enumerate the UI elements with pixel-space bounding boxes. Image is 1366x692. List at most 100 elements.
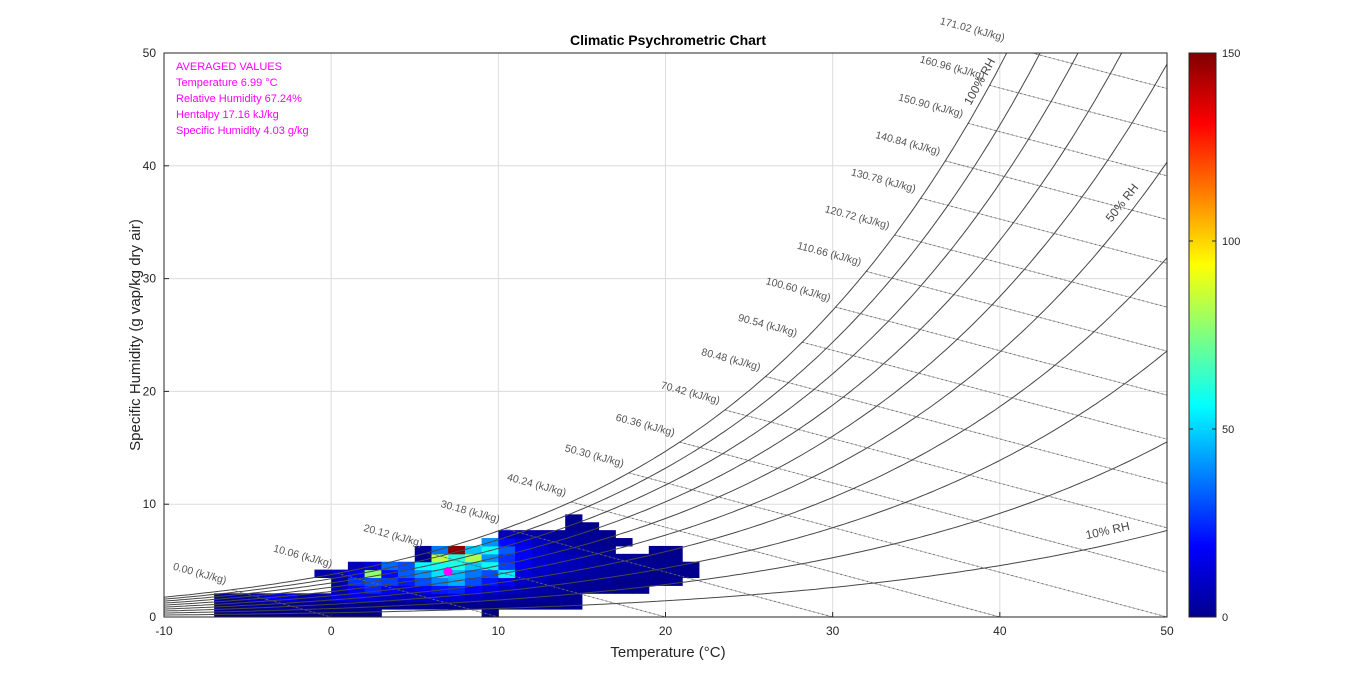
heatmap-cell <box>498 538 516 547</box>
heatmap-cell <box>481 593 499 602</box>
y-tick-label: 30 <box>143 272 157 286</box>
heatmap-cell <box>531 601 549 610</box>
heatmap-cell <box>515 585 533 594</box>
heatmap-cell <box>464 593 483 602</box>
heatmap-cell <box>364 609 382 617</box>
annotation-temperature: Temperature 6.99 °C <box>176 77 278 89</box>
heatmap-cell <box>314 569 332 579</box>
heatmap-cell <box>531 561 549 571</box>
heatmap-cell <box>632 569 650 579</box>
heatmap-cell <box>581 522 600 531</box>
heatmap-cell <box>448 593 466 602</box>
annotation-specific-humidity: Specific Humidity 4.03 g/kg <box>176 125 309 137</box>
heatmap-cell <box>565 569 583 579</box>
heatmap-cell <box>414 601 432 610</box>
heatmap-cell <box>665 577 683 586</box>
heatmap-cell <box>531 538 549 547</box>
heatmap-cell <box>565 577 583 586</box>
heatmap-cell <box>648 545 666 555</box>
heatmap-cell <box>464 569 483 579</box>
heatmap-cell <box>464 577 483 586</box>
heatmap-cell <box>581 577 600 586</box>
heatmap-cell <box>464 553 483 563</box>
colorbar-tick-label: 0 <box>1222 612 1228 624</box>
heatmap-cell <box>665 561 683 571</box>
heatmap-cell <box>565 514 583 523</box>
heatmap-cell <box>431 569 449 579</box>
heatmap-cell <box>264 609 282 617</box>
heatmap-cell <box>515 593 533 602</box>
x-tick-label: 0 <box>328 624 335 638</box>
y-axis-label: Specific Humidity (g vap/kg dry air) <box>127 219 144 451</box>
heatmap-cell <box>331 593 349 602</box>
heatmap-cell <box>247 601 265 610</box>
heatmap-cell <box>581 585 600 594</box>
heatmap-cell <box>615 577 633 586</box>
rh-curve <box>164 63 1167 606</box>
heatmap-cell <box>598 545 616 555</box>
heatmap-cell <box>565 522 583 531</box>
heatmap-cell <box>515 553 533 563</box>
heatmap-cell <box>632 561 650 571</box>
x-tick-label: 40 <box>993 624 1007 638</box>
heatmap-cell <box>381 593 399 602</box>
heatmap-cell <box>648 561 666 571</box>
x-tick-label: 50 <box>1160 624 1174 638</box>
rh-curve <box>164 257 1167 610</box>
x-tick-label: -10 <box>155 624 173 638</box>
heatmap-cell <box>214 593 232 602</box>
rh-curve <box>164 350 1167 612</box>
heatmap-cell <box>632 585 650 594</box>
rh-curve <box>164 53 1041 600</box>
averaged-point-marker <box>443 567 453 577</box>
colorbar-tick-label: 100 <box>1222 236 1240 248</box>
heatmap-cell <box>665 545 683 555</box>
heatmap-cell <box>548 577 566 586</box>
heatmap-cell <box>648 569 666 579</box>
colorbar-tick-label: 150 <box>1222 48 1240 60</box>
heatmap-cell <box>481 601 499 610</box>
heatmap-cell <box>347 561 366 571</box>
heatmap-cell <box>531 569 549 579</box>
heatmap-cell <box>581 553 600 563</box>
heatmap-cell <box>398 585 416 594</box>
heatmap-cell <box>548 553 566 563</box>
heatmap-cell <box>498 561 516 571</box>
heatmap-cell <box>431 553 449 563</box>
heatmap-cell <box>364 593 382 602</box>
heatmap-cell <box>548 593 566 602</box>
heatmap-cell <box>682 561 700 571</box>
heatmap-cell <box>598 577 616 586</box>
heatmap-cell <box>615 553 633 563</box>
averaged-values-annotation: AVERAGED VALUES Temperature 6.99 °C Rela… <box>176 61 309 137</box>
enthalpy-lines <box>231 53 1167 617</box>
heatmap-cell <box>531 553 549 563</box>
heatmap-cell <box>598 530 616 539</box>
heatmap-cell <box>648 577 666 586</box>
heatmap-cell <box>531 593 549 602</box>
heatmap-cell <box>498 545 516 555</box>
annotation-heading: AVERAGED VALUES <box>176 61 282 73</box>
heatmap-cell <box>214 609 232 617</box>
heatmap-cell <box>498 530 516 539</box>
rh-curve <box>164 161 1167 608</box>
x-tick-label: 30 <box>826 624 840 638</box>
annotation-relative-humidity: Relative Humidity 67.24% <box>176 93 302 105</box>
heatmap-cell <box>230 609 249 617</box>
heatmap-cell <box>464 601 483 610</box>
colorbar-ticks: 0 50 100 150 <box>1189 48 1240 624</box>
heatmap-cell <box>381 577 399 586</box>
heatmap-cell <box>347 577 366 586</box>
heatmap-cell <box>331 601 349 610</box>
heatmap-cell <box>598 561 616 571</box>
heatmap-cell <box>481 577 499 586</box>
heatmap-cell <box>314 601 332 610</box>
rh-curve <box>164 53 1008 598</box>
y-tick-label: 0 <box>149 610 156 624</box>
heatmap-cell <box>464 545 483 555</box>
heatmap-cell <box>414 545 432 555</box>
y-tick-label: 10 <box>143 497 157 511</box>
heatmap-cell <box>314 593 332 602</box>
heatmap-cell <box>515 538 533 547</box>
heatmap-cell <box>347 601 366 610</box>
